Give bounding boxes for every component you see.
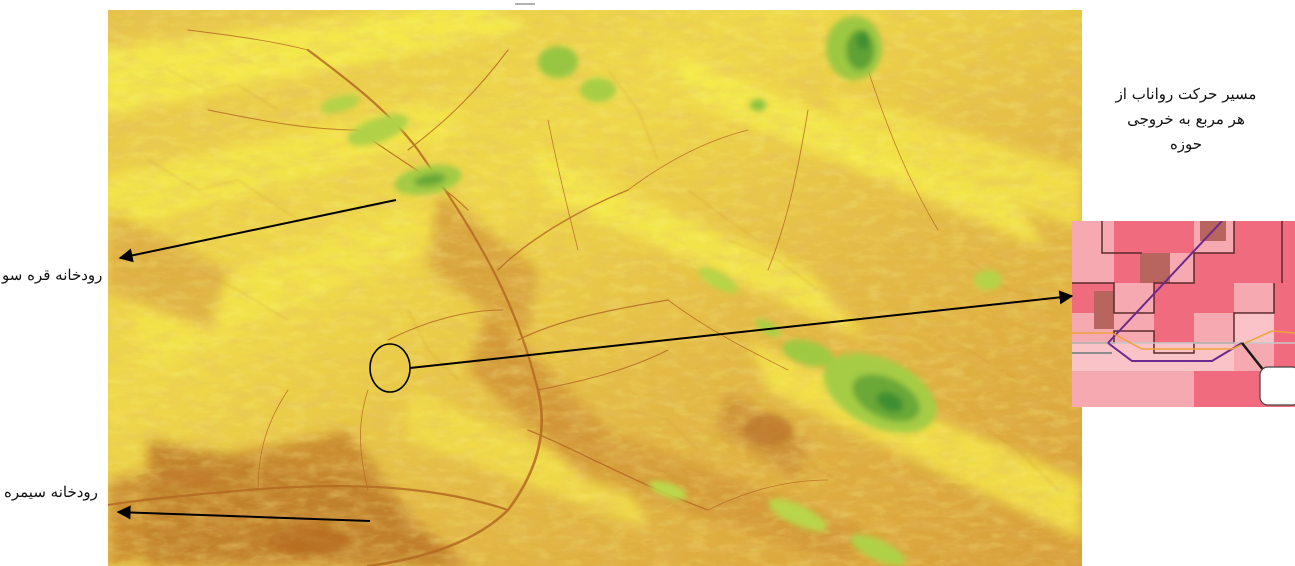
flow-direction-inset [1072, 221, 1295, 407]
outlet-marker [1259, 366, 1295, 406]
runoff-caption-line1: مسیر حرکت رواناب از [1115, 85, 1257, 103]
seymareh-river-label: رودخانه سیمره [4, 483, 98, 501]
secondary-path [1072, 330, 1295, 350]
elevation-map [108, 10, 1082, 566]
flow-grid-svg [1072, 221, 1295, 407]
elevation-map-svg [108, 10, 1082, 566]
lowland-patches [158, 414, 792, 554]
top-tick [515, 3, 535, 5]
cell-boundaries [1072, 221, 1283, 354]
grid-cells-light [1072, 221, 1274, 407]
grid-cells-pale [1072, 313, 1274, 371]
runoff-path-caption: مسیر حرکت رواناب از هر مربع به خروجی حوز… [1080, 82, 1292, 156]
flow-path [1107, 221, 1243, 362]
runoff-caption-line2: هر مربع به خروجی [1127, 109, 1245, 128]
gharesou-river-label: رودخانه قره سو [2, 266, 103, 284]
runoff-caption-line3: حوزه [1169, 134, 1203, 153]
